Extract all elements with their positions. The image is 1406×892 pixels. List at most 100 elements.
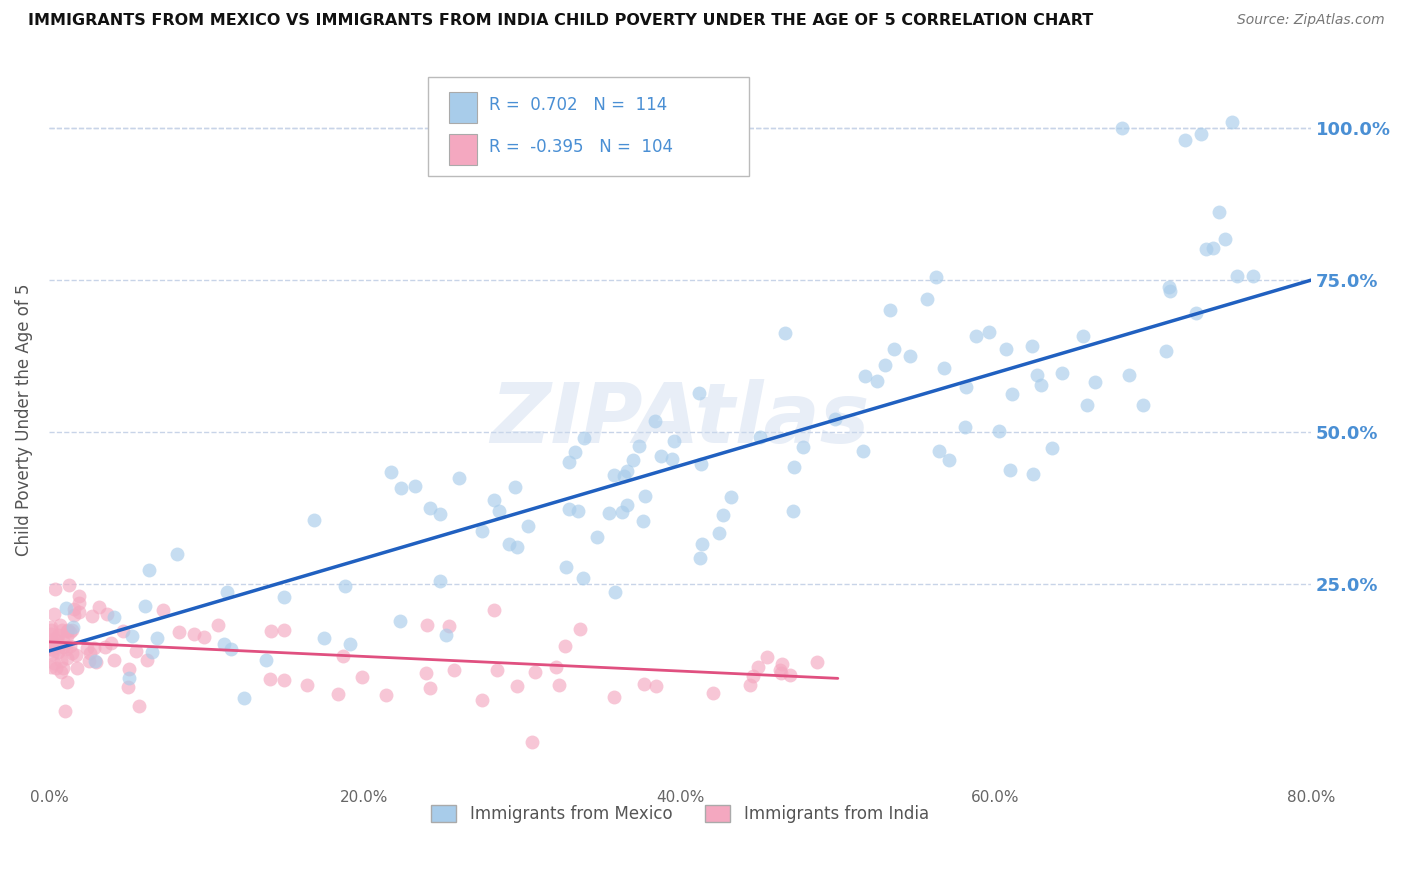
Point [768, 663, 790, 677]
Point [1208, 204, 1230, 219]
Point [773, 326, 796, 340]
Point [118, 662, 141, 676]
Point [62, 602, 84, 616]
Point [434, 627, 457, 641]
Point [87, 599, 110, 614]
Point [806, 655, 828, 669]
Point [112, 624, 135, 638]
Point [866, 374, 889, 388]
Point [574, 431, 596, 445]
Point [1084, 375, 1107, 389]
Point [152, 603, 174, 617]
Point [44, 582, 66, 597]
Point [339, 637, 361, 651]
Point [1215, 232, 1237, 246]
Point [51, 624, 73, 638]
Point [41, 647, 63, 661]
Point [995, 342, 1018, 356]
Point [56, 675, 79, 690]
Text: ZIPAtlas: ZIPAtlas [491, 379, 870, 460]
Point [100, 636, 122, 650]
Point [738, 678, 761, 692]
Point [125, 644, 148, 658]
Point [555, 560, 578, 574]
Point [1174, 133, 1197, 147]
Point [77, 654, 100, 668]
Point [471, 693, 494, 707]
Point [616, 498, 638, 512]
Point [1154, 343, 1177, 358]
Text: R =  0.702   N =  114: R = 0.702 N = 114 [489, 96, 668, 114]
Point [84, 654, 107, 668]
Point [146, 631, 169, 645]
Point [56, 650, 79, 665]
Point [219, 642, 242, 657]
Point [925, 270, 948, 285]
Point [702, 686, 724, 700]
Point [55, 629, 77, 643]
Point [520, 735, 543, 749]
Point [134, 599, 156, 614]
Point [437, 619, 460, 633]
Point [505, 679, 527, 693]
Point [633, 677, 655, 691]
Point [295, 678, 318, 692]
Point [193, 630, 215, 644]
Point [661, 452, 683, 467]
Point [498, 537, 520, 551]
Point [516, 519, 538, 533]
Point [1111, 121, 1133, 136]
FancyBboxPatch shape [449, 92, 477, 122]
Point [166, 547, 188, 561]
Point [429, 574, 451, 588]
Point [634, 489, 657, 503]
Point [928, 444, 950, 458]
Point [1202, 241, 1225, 255]
Point [332, 649, 354, 664]
Point [755, 649, 778, 664]
Point [141, 645, 163, 659]
Point [52, 661, 75, 675]
Point [55, 600, 77, 615]
Point [69, 605, 91, 619]
Point [1021, 338, 1043, 352]
Point [987, 424, 1010, 438]
Point [644, 414, 666, 428]
Point [548, 678, 571, 692]
Point [374, 688, 396, 702]
Point [352, 669, 374, 683]
Point [103, 653, 125, 667]
Point [631, 514, 654, 528]
Point [67, 596, 90, 610]
Point [94, 640, 117, 654]
Point [852, 443, 875, 458]
Point [63, 608, 86, 623]
Point [41, 641, 63, 656]
Point [380, 466, 402, 480]
Point [1194, 242, 1216, 256]
Point [128, 698, 150, 713]
FancyBboxPatch shape [427, 77, 749, 176]
Point [644, 680, 666, 694]
Text: Source: ZipAtlas.com: Source: ZipAtlas.com [1237, 13, 1385, 28]
Point [121, 629, 143, 643]
Point [998, 463, 1021, 477]
Point [603, 690, 626, 704]
Point [938, 453, 960, 467]
Point [782, 504, 804, 518]
Point [564, 445, 586, 459]
Point [52, 634, 75, 648]
Point [783, 460, 806, 475]
Point [117, 680, 139, 694]
Point [39, 632, 62, 647]
Y-axis label: Child Poverty Under the Age of 5: Child Poverty Under the Age of 5 [15, 284, 32, 557]
Point [482, 492, 505, 507]
Point [1241, 268, 1264, 283]
Point [415, 665, 437, 680]
Point [853, 369, 876, 384]
Point [482, 602, 505, 616]
Point [558, 501, 581, 516]
Point [273, 673, 295, 687]
Point [259, 672, 281, 686]
Point [302, 513, 325, 527]
